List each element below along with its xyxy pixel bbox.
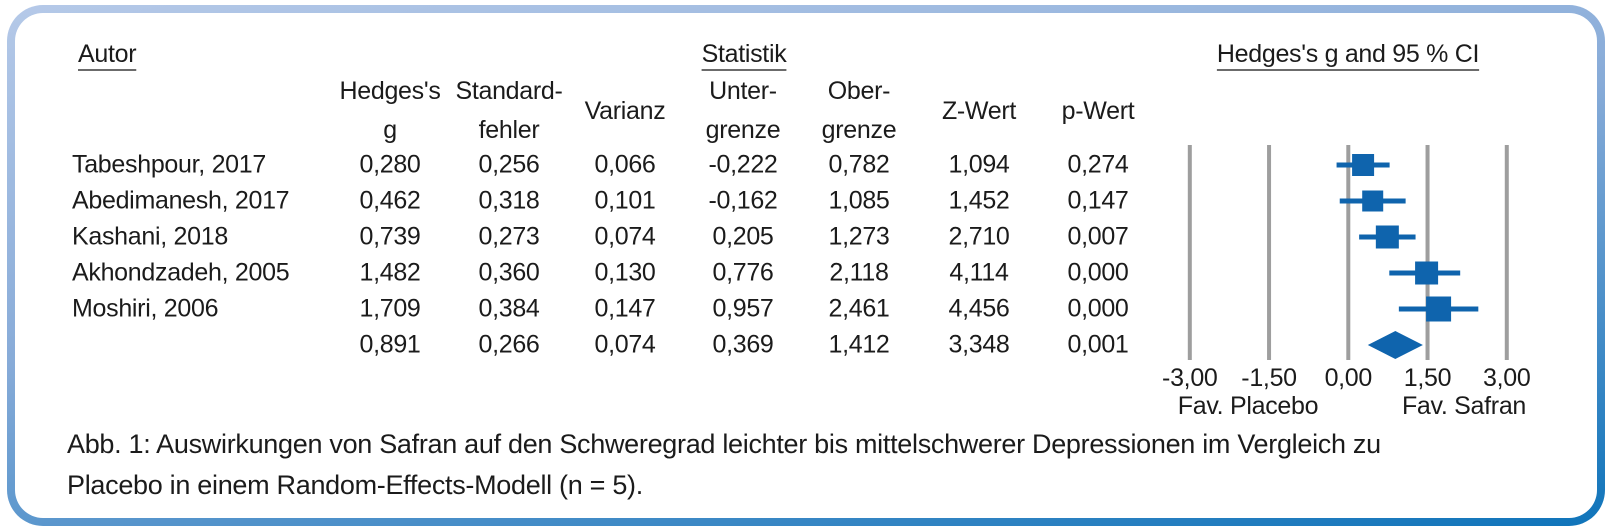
cell-p: 0,007 bbox=[1067, 222, 1129, 251]
summary-cell-g: 0,891 bbox=[359, 330, 421, 359]
figure-panel bbox=[15, 13, 1597, 518]
study-author: Akhondzadeh, 2005 bbox=[72, 258, 290, 287]
cell-variance: 0,074 bbox=[594, 222, 656, 251]
cell-upper: 1,085 bbox=[828, 186, 890, 215]
summary-cell-se: 0,266 bbox=[478, 330, 540, 359]
cell-variance: 0,130 bbox=[594, 258, 656, 287]
cell-variance: 0,101 bbox=[594, 186, 656, 215]
x-tick-label: 3,00 bbox=[1483, 364, 1531, 392]
summary-cell-upper: 1,412 bbox=[828, 330, 890, 359]
study-author: Kashani, 2018 bbox=[72, 222, 228, 251]
column-header-lower: Unter- grenze bbox=[705, 77, 781, 144]
cell-g: 0,462 bbox=[359, 186, 421, 215]
cell-se: 0,360 bbox=[478, 258, 540, 287]
summary-cell-variance: 0,074 bbox=[594, 330, 656, 359]
cell-z: 4,456 bbox=[948, 294, 1010, 323]
cell-se: 0,318 bbox=[478, 186, 540, 215]
summary-cell-z: 3,348 bbox=[948, 330, 1010, 359]
favours-placebo-label: Fav. Placebo bbox=[1177, 392, 1319, 420]
statistik-section-header: Statistik bbox=[701, 40, 787, 68]
cell-g: 1,709 bbox=[359, 294, 421, 323]
cell-p: 0,274 bbox=[1067, 150, 1129, 179]
x-tick-label: -1,50 bbox=[1241, 364, 1297, 392]
cell-z: 4,114 bbox=[949, 258, 1009, 287]
favours-safran-label: Fav. Safran bbox=[1401, 392, 1527, 420]
cell-g: 1,482 bbox=[359, 258, 421, 287]
column-header-upper: Ober- grenze bbox=[821, 77, 897, 144]
column-header-p: p-Wert bbox=[1061, 97, 1135, 125]
author-column-header: Autor bbox=[78, 40, 137, 68]
cell-upper: 2,461 bbox=[828, 294, 890, 323]
x-tick-label: 1,50 bbox=[1403, 364, 1452, 392]
x-tick-label: 0,00 bbox=[1324, 364, 1373, 392]
cell-upper: 0,782 bbox=[828, 150, 890, 179]
column-header-variance: Varianz bbox=[584, 97, 666, 125]
cell-p: 0,000 bbox=[1067, 258, 1129, 287]
cell-z: 2,710 bbox=[948, 222, 1010, 251]
cell-variance: 0,147 bbox=[594, 294, 656, 323]
cell-lower: -0,162 bbox=[708, 186, 778, 215]
x-tick-label: -3,00 bbox=[1162, 364, 1218, 392]
cell-variance: 0,066 bbox=[594, 150, 656, 179]
cell-z: 1,452 bbox=[948, 186, 1010, 215]
study-author: Abedimanesh, 2017 bbox=[72, 186, 290, 215]
cell-g: 0,739 bbox=[359, 222, 421, 251]
cell-se: 0,384 bbox=[478, 294, 540, 323]
study-author: Tabeshpour, 2017 bbox=[72, 150, 266, 179]
cell-lower: -0,222 bbox=[708, 150, 778, 179]
cell-g: 0,280 bbox=[359, 150, 421, 179]
cell-z: 1,094 bbox=[948, 150, 1010, 179]
ci-section-header: Hedges's g and 95 % CI bbox=[1216, 40, 1480, 68]
summary-cell-lower: 0,369 bbox=[712, 330, 774, 359]
cell-lower: 0,776 bbox=[712, 258, 774, 287]
cell-lower: 0,957 bbox=[712, 294, 774, 323]
cell-se: 0,256 bbox=[478, 150, 540, 179]
column-header-g: Hedges's g bbox=[339, 77, 441, 144]
column-header-se: Standard- fehler bbox=[455, 77, 563, 144]
cell-p: 0,147 bbox=[1067, 186, 1129, 215]
figure-caption: Abb. 1: Auswirkungen von Safran auf den … bbox=[67, 429, 1381, 500]
column-header-z: Z-Wert bbox=[941, 97, 1017, 125]
cell-upper: 1,273 bbox=[828, 222, 890, 251]
study-author: Moshiri, 2006 bbox=[72, 294, 219, 323]
cell-upper: 2,118 bbox=[829, 258, 889, 287]
cell-p: 0,000 bbox=[1067, 294, 1129, 323]
cell-lower: 0,205 bbox=[712, 222, 774, 251]
figure-border bbox=[7, 5, 1605, 526]
summary-cell-p: 0,001 bbox=[1067, 330, 1129, 359]
cell-se: 0,273 bbox=[478, 222, 540, 251]
